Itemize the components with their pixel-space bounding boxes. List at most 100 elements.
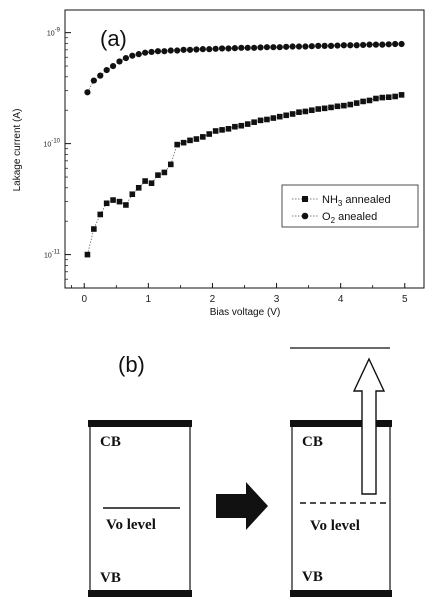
data-point-square [161,169,168,176]
data-point-circle [257,44,264,51]
data-point-square [334,103,341,110]
data-point-circle [161,48,168,55]
data-point-square [232,123,238,130]
data-point-square [187,137,193,144]
data-point-circle [193,46,200,53]
plot-frame [64,9,425,289]
right-vo-label: Vo level [310,518,360,534]
data-point-circle [84,89,91,96]
data-point-square [315,106,322,112]
legend-box [281,184,419,228]
data-point-square [373,95,379,102]
x-tick-label: 5 [402,294,408,305]
data-point-square [84,251,91,258]
data-point-circle [359,41,367,49]
left-valence-band-edge [88,590,192,597]
data-point-circle [392,40,399,48]
data-point-circle [327,42,335,49]
band-diagram-left: CB Vo level VB [88,420,192,597]
legend-item-nh3: NH3 annealed [292,194,391,208]
left-conduction-band-edge [88,420,192,427]
x-axis-ticks: 0 1 2 3 4 5 [71,283,408,305]
legend: NH3 annealed O2 anealed [281,184,419,228]
x-axis-label: Bias voltage (V) [210,307,281,318]
data-point-circle [270,44,277,51]
data-point-square [116,198,123,205]
data-point-square [321,105,328,112]
data-point-square [219,127,225,133]
data-point-circle [308,43,315,50]
diagram-b: (b) CB Vo level VB CB Vo level VB [88,347,392,597]
data-point-circle [347,42,354,49]
band-diagram-right: CB Vo level VB [290,347,392,597]
y-axis-ticks: 10-9 10-10 10-11 [44,28,71,289]
data-point-square [347,101,354,108]
data-point-circle [103,66,110,74]
data-point-square [123,202,129,208]
data-point-circle [135,51,142,58]
left-vb-label: VB [100,570,121,586]
left-cb-label: CB [100,434,121,450]
electron-escape-arrow-icon [352,357,386,495]
legend-label-o2: O2 anealed [322,211,377,225]
data-point-square [257,117,264,124]
legend-label-nh3: NH3 annealed [322,194,391,208]
chart-a: 0 1 2 3 4 5 10-9 10-10 10-11 (a) Bias voltage (… [12,9,425,318]
data-point-circle [334,42,341,49]
y-tick-label: 10-9 [47,28,61,38]
x-tick-label: 2 [210,294,216,305]
data-point-square [244,121,251,127]
data-point-square [360,98,366,105]
transition-arrow-icon [216,482,268,530]
data-point-circle [366,41,373,48]
data-point-square [148,180,155,186]
data-point-circle [97,72,104,79]
data-point-square [91,226,97,232]
data-point-circle [148,48,155,56]
data-point-square [167,161,174,168]
data-point-circle [167,47,174,54]
data-point-square [289,111,296,117]
data-point-circle [199,46,206,53]
data-point-square [341,102,347,109]
data-point-circle [379,41,386,48]
data-point-circle [238,44,245,51]
data-point-circle [315,42,322,49]
right-valence-band-edge [290,590,392,597]
right-cb-label: CB [302,434,323,450]
data-point-circle [174,47,181,54]
data-point-circle [122,54,130,62]
panel-label-b: (b) [118,352,145,377]
data-point-circle [353,42,360,49]
data-point-circle [225,45,232,52]
data-point-square [142,178,148,184]
left-vo-label: Vo level [106,517,156,533]
data-point-circle [218,45,226,52]
data-point-circle [186,46,194,53]
data-point-square [206,131,213,137]
data-point-circle [244,44,251,51]
y-axis-label: Lakage current (A) [12,109,23,192]
data-point-circle [154,48,162,55]
data-point-circle [295,43,303,50]
data-point-circle [283,43,290,50]
data-point-square [155,172,161,178]
data-point-circle [398,40,405,48]
data-point-square [225,126,232,132]
data-point-square [283,112,289,119]
legend-item-o2: O2 anealed [292,211,377,225]
data-point-circle [276,44,283,51]
data-point-square [270,115,277,121]
data-point-square [251,119,257,125]
series-line-1 [87,43,402,93]
y-tick-label: 10-10 [44,139,61,149]
y-tick-label: 10-11 [44,250,61,260]
data-point-square [392,93,398,100]
data-point-square [180,139,187,146]
data-point-circle [116,58,123,65]
data-point-square [302,108,309,115]
x-tick-label: 3 [274,294,280,305]
data-point-circle [263,44,271,51]
data-point-square [110,197,116,203]
